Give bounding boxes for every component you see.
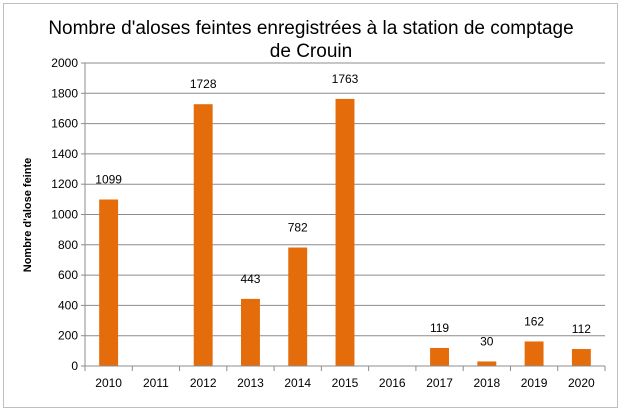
data-label: 1099 [95, 173, 122, 187]
bar [524, 341, 544, 366]
labels: 0 200 400 600 800 1000 1200 1400 1600 1800 2000 201… [51, 56, 595, 390]
data-label: 119 [430, 321, 449, 335]
y-axis-label: Nombre d'alose feinte [22, 158, 34, 272]
y-tick-label: 800 [58, 238, 78, 252]
bar [571, 349, 591, 366]
data-label: 112 [572, 322, 591, 336]
x-tick-label: 2018 [473, 376, 500, 390]
bar [288, 247, 308, 366]
grid-lines [85, 62, 605, 337]
bar [241, 298, 260, 366]
bars [99, 98, 591, 366]
chart-title-line-1: Nombre d'aloses feintes enregistrées à l… [48, 18, 573, 39]
y-tick-label: 200 [58, 329, 78, 343]
data-label: 443 [240, 272, 260, 286]
x-tick-label: 2019 [521, 376, 548, 390]
x-tick-label: 2014 [284, 376, 311, 390]
bar [99, 199, 119, 366]
bar [335, 98, 355, 366]
y-tick-label: 1000 [51, 208, 78, 222]
y-tick-label: 600 [58, 268, 78, 282]
axes [81, 62, 606, 371]
x-tick-label: 2011 [143, 376, 169, 390]
data-label: 1728 [190, 77, 217, 91]
y-tick-label: 1200 [51, 177, 78, 191]
data-label: 1763 [332, 72, 359, 86]
y-tick-label: 1800 [51, 86, 78, 100]
x-tick-label: 2016 [379, 376, 406, 390]
y-tick-label: 1400 [51, 147, 78, 161]
y-tick-label: 2000 [51, 56, 78, 70]
bar [477, 361, 497, 366]
x-tick-label: 2017 [426, 376, 453, 390]
y-tick-label: 1600 [51, 117, 78, 131]
bar [193, 104, 213, 366]
x-tick-label: 2010 [95, 376, 122, 390]
data-label: 782 [288, 221, 308, 235]
x-tick-label: 2015 [332, 376, 359, 390]
y-tick-label: 0 [71, 359, 78, 373]
data-label: 162 [524, 314, 544, 328]
chart-title-line-2: de Crouin [270, 41, 352, 62]
bar [430, 347, 449, 366]
x-tick-label: 2013 [237, 376, 264, 390]
x-tick-label: 2020 [568, 376, 595, 390]
y-tick-label: 400 [58, 298, 78, 312]
x-tick-label: 2012 [190, 376, 217, 390]
data-label: 30 [480, 334, 494, 348]
